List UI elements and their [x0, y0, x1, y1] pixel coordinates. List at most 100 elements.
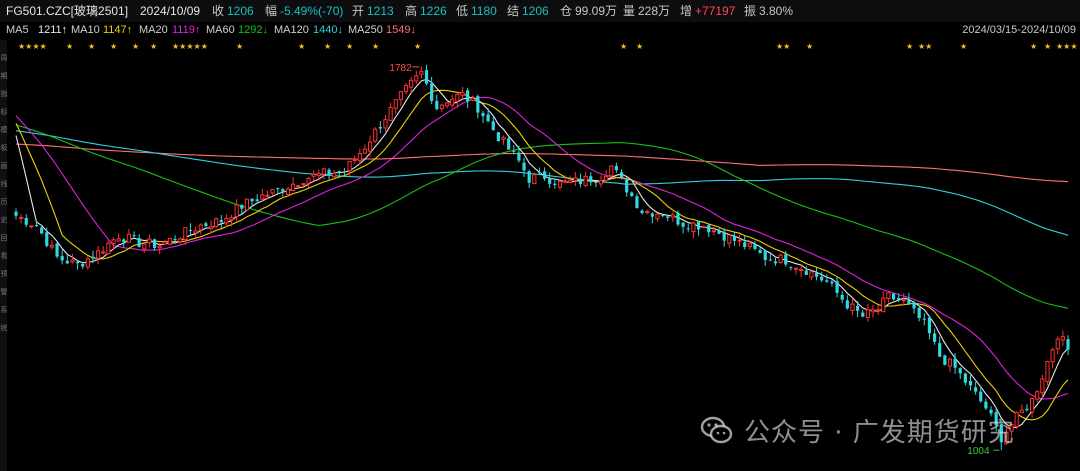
candle-body [435, 100, 439, 110]
field-low-label: 低 [456, 4, 469, 18]
candle-body [932, 333, 937, 342]
candle-body [645, 210, 650, 214]
candle-body [1050, 349, 1055, 363]
candle-body [409, 79, 414, 88]
left-toolbar-glyph: 预 [1, 269, 8, 278]
field-volume-value: 228万 [638, 4, 671, 18]
candle-body [122, 239, 126, 243]
candle-body [722, 231, 726, 241]
candle-body [337, 171, 341, 173]
left-toolbar-glyph: 历 [1, 198, 8, 206]
candle-body [111, 239, 116, 244]
candle-body [753, 244, 757, 250]
left-toolbar-strip [0, 40, 7, 471]
field-oi-value: 99.09万 [575, 4, 618, 18]
candle-body [393, 99, 398, 109]
candle-body [537, 172, 542, 174]
signal-star-marker: ★ [324, 42, 331, 51]
candle-body [609, 165, 614, 177]
candle-body [296, 185, 301, 188]
candle-body [598, 180, 604, 185]
candle-body [681, 222, 685, 227]
candle-body [553, 183, 557, 185]
candle-body [578, 178, 583, 185]
field-open-label: 开 [352, 4, 365, 18]
candle-body [979, 391, 983, 402]
candle-body [907, 299, 911, 305]
candle-body [865, 309, 870, 319]
candle-body [655, 213, 660, 220]
watermark: 公众号 · 广发期货研究 [700, 410, 1015, 450]
candle-body [773, 261, 778, 264]
candle-body [968, 380, 973, 386]
candle-body [840, 294, 844, 300]
candle-body [845, 300, 849, 309]
field-amplitude-value: 3.80% [759, 4, 794, 18]
field-settle-value: 1206 [522, 4, 549, 18]
candle-body [347, 160, 352, 172]
left-toolbar-glyph: 指 [1, 89, 8, 98]
watermark-text: 公众号 · 广发期货研究 [744, 417, 1015, 448]
candle-body [126, 233, 131, 243]
candle-body [861, 312, 865, 317]
field-amplitude-label: 振 [744, 4, 757, 18]
candle-body [958, 368, 962, 374]
candle-body [876, 309, 881, 312]
candle-body [173, 238, 177, 241]
candle-body [763, 250, 767, 261]
signal-star-marker: ★★★★★ [172, 42, 208, 51]
candle-body [825, 280, 829, 282]
candle-body [711, 230, 717, 233]
candle-body [470, 97, 475, 101]
candle-body [583, 175, 588, 186]
left-toolbar-glyph: 线 [1, 179, 8, 188]
quote-info-bar: FG501.CZC[玻璃2501] 2024/10/09 收 1206 幅 -5… [0, 0, 1080, 22]
field-volume-label: 量 [623, 4, 636, 18]
candle-body [450, 98, 455, 106]
candle-body [743, 242, 747, 247]
candle-body [881, 297, 886, 313]
candle-body [542, 171, 547, 179]
candle-body [240, 204, 244, 209]
ma10-line [15, 89, 1069, 421]
candle-body [563, 180, 568, 183]
candle-body [152, 239, 157, 248]
candle-body [24, 218, 28, 225]
candle-body [507, 138, 511, 150]
candle-body [953, 358, 957, 368]
candle-body [917, 307, 921, 319]
left-toolbar-glyph: 板 [1, 143, 8, 152]
field-change-label: 幅 [265, 4, 278, 18]
ma60-legend-value: 1292↓ [238, 24, 268, 36]
candle-body [455, 94, 460, 102]
candle-body [548, 178, 552, 184]
signal-star-marker: ★★ [776, 42, 790, 51]
candle-body [938, 343, 942, 357]
candle-body [34, 225, 39, 227]
signal-star-marker: ★ [636, 42, 643, 51]
candle-body [147, 238, 152, 244]
candle-body [670, 214, 675, 218]
left-toolbar-glyph: 标 [1, 107, 8, 116]
candle-body [686, 228, 690, 230]
candle-body [70, 259, 75, 263]
candle-body [14, 211, 18, 216]
candle-body [45, 232, 49, 247]
candle-body [75, 261, 80, 264]
candle-body [984, 401, 988, 409]
symbol-label[interactable]: FG501.CZC[玻璃2501] [6, 4, 129, 18]
candle-body [167, 237, 173, 245]
candle-body [1035, 391, 1040, 400]
signal-star-marker: ★★ [918, 42, 932, 51]
candle-body [81, 263, 85, 267]
signal-star-marker: ★ [906, 42, 913, 51]
ma120-line [15, 130, 1069, 236]
left-toolbar-glyph: 画 [1, 162, 8, 170]
candle-body [342, 171, 347, 173]
signal-star-marker: ★ [1044, 42, 1051, 51]
ma250-legend-value: 1549↓ [386, 24, 416, 36]
candle-body [1060, 336, 1065, 341]
signal-star-marker: ★★★★ [18, 42, 47, 51]
candle-body [250, 198, 254, 202]
